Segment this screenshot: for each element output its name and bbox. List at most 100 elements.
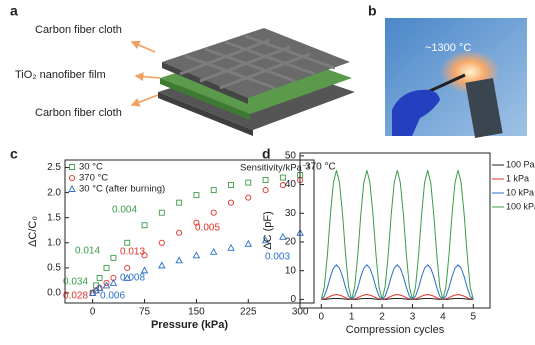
panel-label: a [10, 3, 18, 19]
point [124, 239, 131, 246]
point [210, 209, 217, 216]
x-tick-label: 300 [292, 307, 309, 318]
y-tick-label: 0.5 [47, 263, 61, 274]
point [123, 273, 132, 281]
point [279, 182, 286, 189]
y-tick-label: 1.5 [47, 212, 61, 223]
arrow [134, 72, 161, 82]
point [193, 192, 200, 199]
point [245, 194, 252, 201]
annotation: 0.008 [120, 273, 145, 284]
x-tick-label: 3 [410, 312, 416, 323]
panel-label: d [262, 146, 271, 162]
series-line [321, 293, 474, 300]
point [109, 278, 118, 286]
y-axis-label: ΔC/C₀ [27, 216, 39, 247]
y-tick-label: 30 [285, 208, 297, 219]
point [158, 261, 166, 269]
label: Carbon fiber cloth [35, 107, 122, 119]
annotation: 0.034 [63, 277, 88, 288]
x-tick-label: 0 [318, 312, 324, 323]
photo [385, 18, 527, 139]
panel-label: c [10, 146, 18, 162]
point [261, 236, 270, 244]
legend-label: 100 Pa [506, 159, 535, 169]
point [245, 179, 252, 186]
y-tick-label: 20 [285, 237, 297, 248]
point [262, 177, 269, 184]
point [279, 232, 287, 240]
legend-label: 100 kPa [506, 201, 535, 211]
legend-label: 1 kPa [506, 173, 529, 183]
annotation: 0.013 [120, 247, 145, 258]
annotation: ~1300 °C [425, 42, 471, 54]
point [110, 254, 117, 261]
y-tick-label: 2.5 [47, 162, 61, 173]
arrow [130, 94, 159, 107]
plot-frame [299, 152, 491, 309]
label: TiO₂ nanofiber film [15, 69, 106, 81]
legend-title: Sensitivity/kPa⁻¹ [240, 163, 310, 174]
legend-label: 30 °C [79, 162, 103, 173]
x-tick-label: 5 [470, 312, 476, 323]
x-tick-label: 150 [188, 307, 205, 318]
legend-marker [69, 164, 75, 170]
series-line [320, 170, 474, 300]
point [228, 182, 234, 189]
point [175, 256, 183, 264]
annotation: 0.005 [195, 223, 220, 234]
panel-label: b [368, 3, 377, 19]
legend-label: 370 °C [79, 173, 108, 184]
x-tick-label: 1 [349, 312, 355, 323]
point [95, 284, 104, 291]
x-tick-label: 4 [440, 312, 446, 323]
x-tick-label: 225 [240, 307, 257, 318]
point [124, 264, 131, 271]
y-tick-label: 1.0 [47, 237, 61, 248]
point [210, 187, 217, 194]
legend-label: 10 kPa [506, 187, 534, 197]
point [103, 279, 110, 286]
annotation: 370 °C [305, 162, 336, 173]
point [158, 239, 165, 246]
point [227, 199, 235, 206]
legend-marker [68, 185, 76, 192]
arrow [130, 40, 156, 53]
point [193, 219, 200, 226]
annotation: 0.028 [63, 291, 88, 302]
point [227, 243, 235, 251]
y-tick-label: 40 [285, 179, 297, 190]
x-axis-label: Compression cycles [346, 324, 445, 336]
annotation: 0.014 [75, 246, 100, 257]
point [279, 174, 286, 181]
x-axis-label: Pressure (kPa) [151, 319, 228, 331]
annotation: 0.004 [112, 205, 137, 216]
point [176, 229, 183, 236]
point [158, 209, 165, 216]
x-tick-label: 2 [379, 312, 385, 323]
point [103, 264, 110, 271]
annotation: 0.003 [265, 252, 290, 263]
point [141, 252, 148, 259]
point [209, 247, 218, 255]
y-tick-label: 50 [285, 151, 297, 162]
point [244, 239, 253, 247]
x-tick-label: 75 [139, 307, 151, 318]
series-line [321, 298, 474, 300]
y-axis-label: ΔC (pF) [262, 211, 274, 250]
legend-marker [68, 174, 76, 182]
annotation: 0.006 [100, 291, 125, 302]
point [262, 187, 269, 194]
point [96, 274, 103, 281]
plot-frame [64, 159, 315, 304]
label: Carbon fiber cloth [35, 24, 122, 36]
y-tick-label: 0 [290, 294, 296, 305]
point [176, 199, 183, 206]
y-tick-label: 2.0 [47, 187, 61, 198]
y-tick-label: 0.0 [47, 288, 61, 299]
layered-cloth [158, 28, 355, 136]
point [192, 251, 201, 259]
x-tick-label: 0 [90, 307, 96, 318]
point [140, 266, 149, 274]
